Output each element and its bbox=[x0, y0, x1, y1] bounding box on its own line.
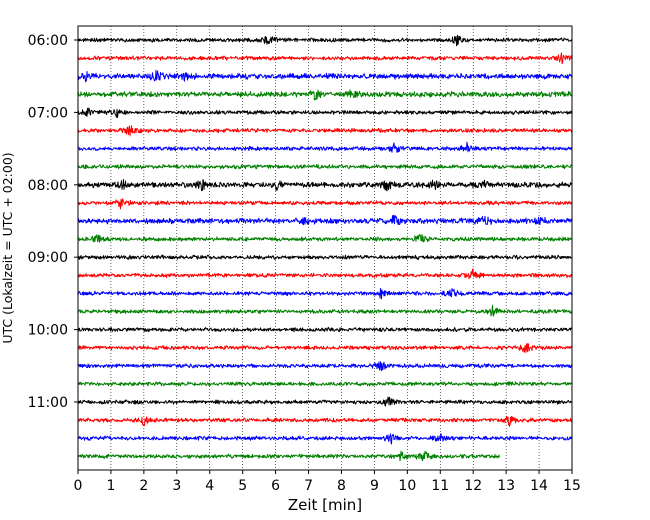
x-axis-ticks: 0 1 2 3 4 5 6 7 8 9 10 11 12 13 14 15 bbox=[74, 470, 581, 494]
trace-0845 bbox=[77, 234, 573, 243]
y-tick-label: 09:00 bbox=[28, 250, 68, 266]
grid-lines bbox=[110, 26, 540, 470]
trace-1030 bbox=[77, 361, 573, 372]
trace-1130 bbox=[77, 433, 573, 445]
trace-0730 bbox=[77, 141, 573, 153]
y-tick-label: 07:00 bbox=[28, 105, 68, 121]
y-tick-label: 06:00 bbox=[28, 33, 68, 49]
trace-0900 bbox=[77, 254, 573, 260]
x-tick-label: 14 bbox=[530, 478, 548, 494]
trace-1145 bbox=[77, 450, 500, 462]
trace-1015 bbox=[77, 343, 573, 353]
trace-0645 bbox=[77, 89, 573, 101]
trace-0915 bbox=[77, 268, 573, 280]
y-axis-ticks: 06:00 07:00 08:00 09:00 10:00 11:00 bbox=[28, 33, 78, 411]
y-tick-label: 11:00 bbox=[28, 395, 68, 411]
x-tick-label: 2 bbox=[139, 478, 148, 494]
y-tick-label: 10:00 bbox=[28, 323, 68, 339]
trace-0830 bbox=[77, 214, 573, 226]
seismogram-traces bbox=[77, 34, 573, 462]
x-tick-label: 8 bbox=[337, 478, 346, 494]
y-axis-label: UTC (Lokalzeit = UTC + 02:00) bbox=[0, 152, 15, 343]
trace-0945 bbox=[77, 304, 573, 317]
trace-0700 bbox=[77, 107, 573, 119]
trace-0715 bbox=[77, 125, 573, 137]
x-tick-label: 1 bbox=[106, 478, 115, 494]
trace-0745 bbox=[77, 164, 573, 170]
trace-1115 bbox=[77, 415, 573, 427]
trace-0600 bbox=[77, 34, 573, 47]
trace-0800 bbox=[77, 179, 573, 192]
x-axis-label: Zeit [min] bbox=[288, 496, 362, 514]
trace-1000 bbox=[77, 326, 573, 333]
trace-0815 bbox=[77, 198, 573, 210]
plot-frame bbox=[77, 25, 573, 471]
y-tick-label: 08:00 bbox=[28, 178, 68, 194]
x-tick-label: 11 bbox=[431, 478, 449, 494]
trace-1100 bbox=[77, 396, 573, 407]
trace-1045 bbox=[77, 381, 573, 387]
x-tick-label: 3 bbox=[172, 478, 181, 494]
x-tick-label: 4 bbox=[205, 478, 214, 494]
trace-0615 bbox=[77, 52, 573, 64]
x-tick-label: 6 bbox=[271, 478, 280, 494]
x-tick-label: 7 bbox=[304, 478, 313, 494]
x-tick-label: 12 bbox=[464, 478, 482, 494]
x-tick-label: 5 bbox=[238, 478, 247, 494]
x-tick-label: 15 bbox=[563, 478, 581, 494]
trace-0930 bbox=[77, 287, 573, 300]
trace-0630 bbox=[77, 69, 573, 83]
x-tick-label: 13 bbox=[497, 478, 515, 494]
x-tick-label: 9 bbox=[370, 478, 379, 494]
x-tick-label: 10 bbox=[398, 478, 416, 494]
x-tick-label: 0 bbox=[74, 478, 83, 494]
